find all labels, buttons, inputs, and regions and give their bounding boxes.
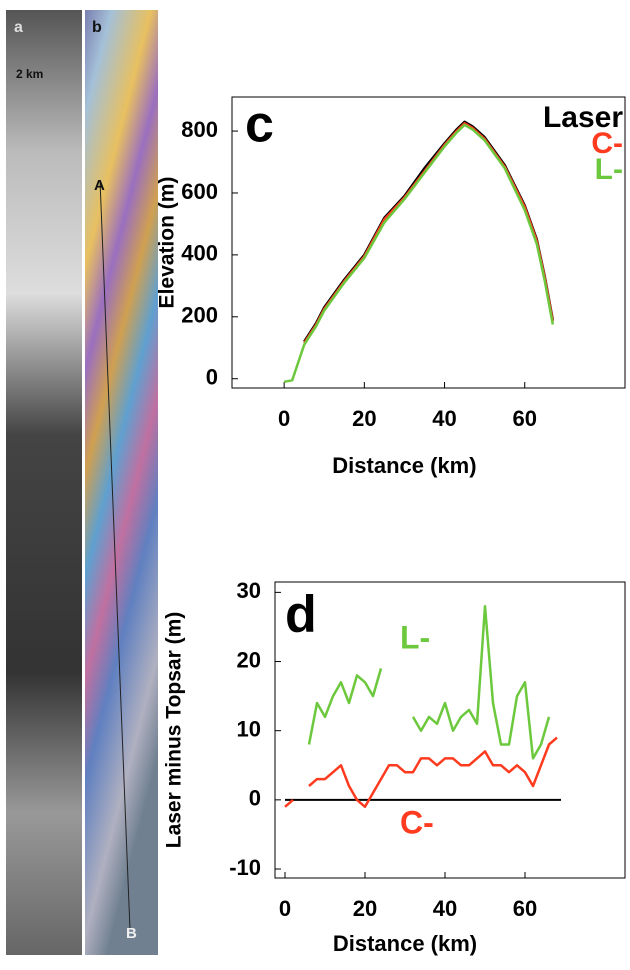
series-line: [303, 122, 555, 344]
y-axis-label: Laser minus Topsar (m): [163, 612, 186, 849]
series-label: C-: [400, 804, 434, 840]
legend-entry: L-: [595, 153, 623, 186]
image-a: [6, 10, 82, 955]
profile-track: [99, 179, 131, 931]
panel-label: b: [92, 19, 102, 36]
panel-label: d: [285, 586, 317, 644]
x-tick-label: 40: [432, 406, 456, 431]
legend-entry: C-: [591, 127, 623, 160]
panel-label: c: [245, 96, 274, 154]
x-tick-label: 20: [352, 406, 376, 431]
y-tick-label: 600: [181, 179, 218, 204]
x-tick-label: 40: [433, 896, 457, 921]
series-line: [303, 120, 555, 343]
x-tick-label: 0: [279, 896, 291, 921]
y-tick-label: 800: [181, 117, 218, 142]
x-tick-label: 60: [513, 896, 537, 921]
x-axis-label: Distance (km): [332, 453, 476, 478]
scale-label: 2 km: [16, 67, 43, 81]
y-tick-label: 10: [237, 717, 261, 742]
series-line: [284, 736, 558, 809]
y-tick-label: 30: [237, 578, 261, 603]
plot-frame: [231, 96, 626, 389]
series-label: L-: [400, 619, 430, 655]
y-tick-label: 400: [181, 241, 218, 266]
plot-frame: [274, 581, 626, 879]
x-tick-label: 0: [278, 406, 290, 431]
y-axis-label: Elevation (m): [156, 177, 179, 309]
y-tick-label: -10: [229, 855, 261, 880]
y-tick-label: 200: [181, 303, 218, 328]
image-b: [85, 10, 158, 955]
y-tick-label: 0: [249, 786, 261, 811]
x-tick-label: 60: [513, 406, 537, 431]
series-line: [307, 604, 551, 760]
point-label: A: [94, 177, 105, 194]
x-tick-label: 20: [353, 896, 377, 921]
point-label: B: [126, 925, 137, 942]
x-axis-label: Distance (km): [333, 931, 477, 956]
legend-entry: Laser: [543, 101, 623, 134]
panel-label: a: [14, 19, 23, 36]
y-tick-label: 20: [237, 647, 261, 672]
series-line: [283, 123, 555, 384]
y-tick-label: 0: [206, 365, 218, 390]
